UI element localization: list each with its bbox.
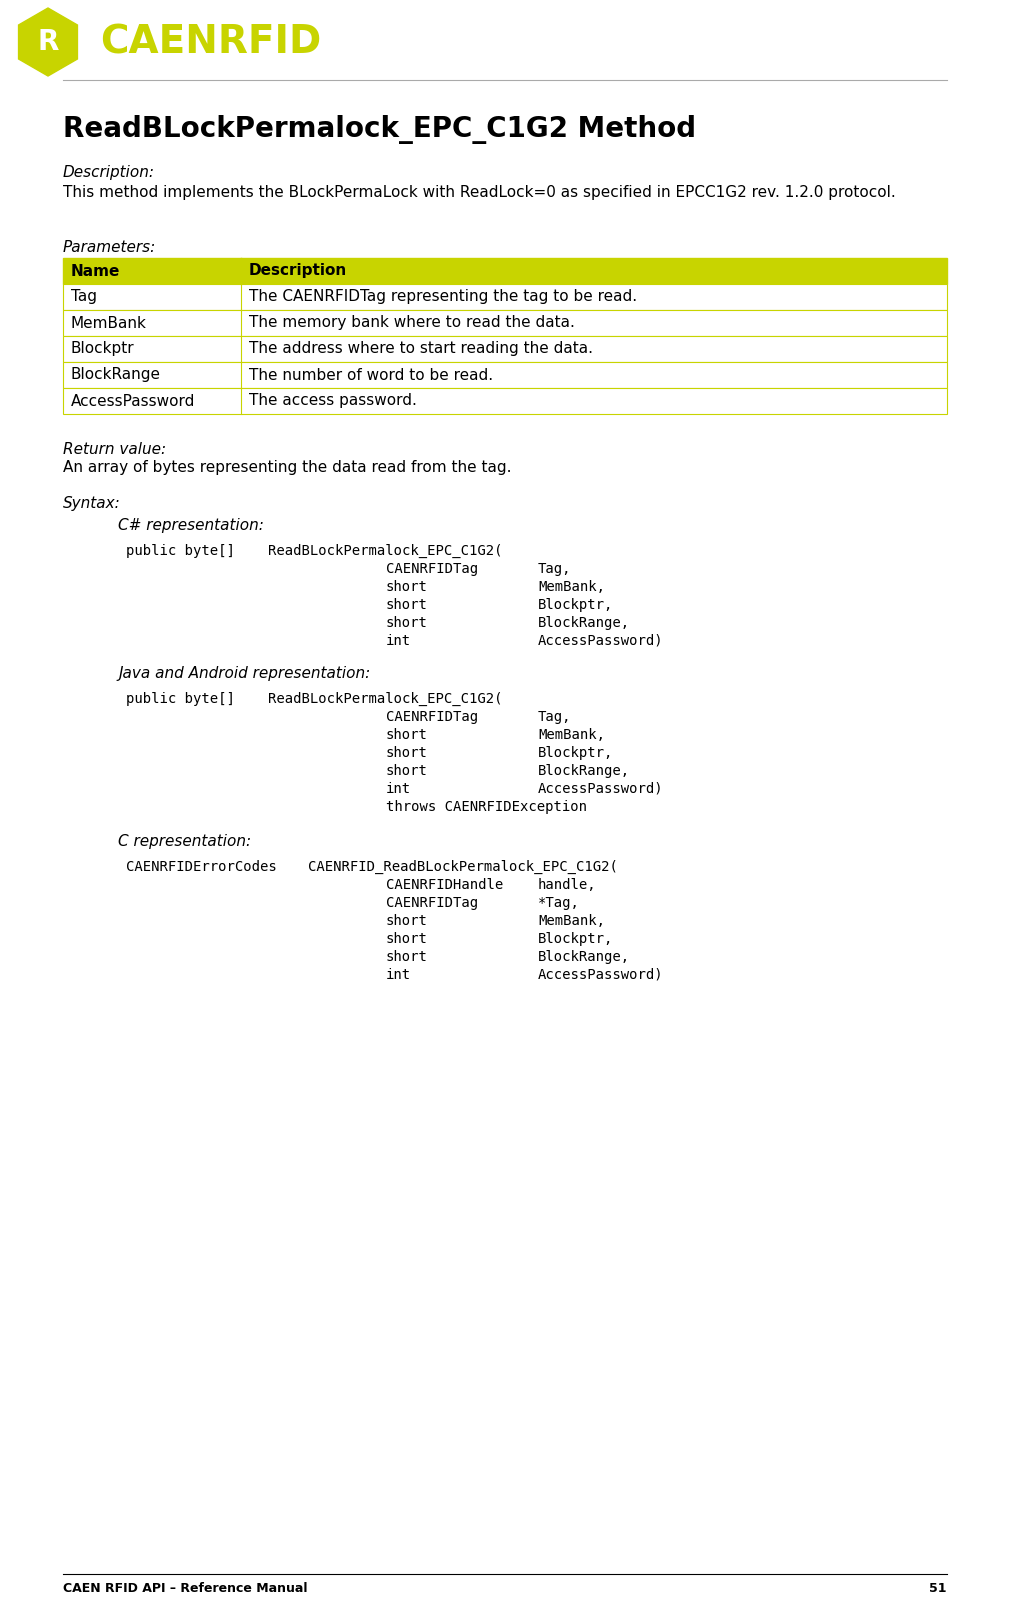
Text: Java and Android representation:: Java and Android representation: — [118, 666, 371, 681]
Text: short: short — [386, 580, 428, 594]
Text: int: int — [386, 782, 411, 796]
Text: The CAENRFIDTag representing the tag to be read.: The CAENRFIDTag representing the tag to … — [249, 290, 637, 304]
Text: CAENRFID_ReadBLockPermalock_EPC_C1G2(: CAENRFID_ReadBLockPermalock_EPC_C1G2( — [308, 860, 618, 875]
Bar — [63, 311, 947, 336]
Text: Blockptr: Blockptr — [71, 341, 134, 357]
Text: CAENRFIDTag: CAENRFIDTag — [386, 896, 478, 910]
Text: handle,: handle, — [538, 878, 597, 892]
Text: short: short — [386, 598, 428, 612]
Text: Blockptr,: Blockptr, — [538, 747, 613, 759]
Text: throws CAENRFIDException: throws CAENRFIDException — [386, 799, 587, 814]
Text: BlockRange,: BlockRange, — [538, 617, 630, 630]
Text: short: short — [386, 932, 428, 947]
Text: public byte[]: public byte[] — [126, 545, 235, 557]
Text: ReadBLockPermalock_EPC_C1G2 Method: ReadBLockPermalock_EPC_C1G2 Method — [63, 115, 696, 144]
Text: MemBank,: MemBank, — [538, 580, 605, 594]
Bar — [63, 362, 947, 388]
Text: Description:: Description: — [63, 165, 155, 179]
Text: Return value:: Return value: — [63, 442, 166, 457]
Text: BlockRange,: BlockRange, — [538, 950, 630, 964]
Text: int: int — [386, 968, 411, 982]
Text: AccessPassword: AccessPassword — [71, 394, 195, 409]
Text: The access password.: The access password. — [249, 394, 417, 409]
Text: BlockRange,: BlockRange, — [538, 764, 630, 779]
Text: int: int — [386, 634, 411, 647]
Text: BlockRange: BlockRange — [71, 367, 161, 383]
Bar — [63, 388, 947, 413]
Text: An array of bytes representing the data read from the tag.: An array of bytes representing the data … — [63, 460, 511, 476]
Text: ReadBLockPermalock_EPC_C1G2(: ReadBLockPermalock_EPC_C1G2( — [268, 692, 503, 706]
Text: short: short — [386, 727, 428, 742]
Text: 51: 51 — [929, 1583, 947, 1596]
Text: CAEN RFID API – Reference Manual: CAEN RFID API – Reference Manual — [63, 1583, 307, 1596]
Text: CAENRFIDErrorCodes: CAENRFIDErrorCodes — [126, 860, 277, 875]
Text: CAENRFIDHandle: CAENRFIDHandle — [386, 878, 503, 892]
Text: short: short — [386, 764, 428, 779]
Text: Description: Description — [249, 263, 347, 279]
Text: R: R — [37, 27, 59, 56]
Text: Tag: Tag — [71, 290, 97, 304]
Text: The memory bank where to read the data.: The memory bank where to read the data. — [249, 316, 575, 330]
Text: Tag,: Tag, — [538, 562, 572, 577]
Text: CAENRFIDTag: CAENRFIDTag — [386, 562, 478, 577]
Text: MemBank: MemBank — [71, 316, 146, 330]
Text: *Tag,: *Tag, — [538, 896, 580, 910]
Text: MemBank,: MemBank, — [538, 727, 605, 742]
Text: The address where to start reading the data.: The address where to start reading the d… — [249, 341, 593, 357]
Text: Name: Name — [71, 263, 120, 279]
Text: AccessPassword): AccessPassword) — [538, 968, 664, 982]
Text: short: short — [386, 747, 428, 759]
Text: Blockptr,: Blockptr, — [538, 932, 613, 947]
Text: Blockptr,: Blockptr, — [538, 598, 613, 612]
Text: short: short — [386, 617, 428, 630]
Text: This method implements the BLockPermaLock with ReadLock=0 as specified in EPCC1G: This method implements the BLockPermaLoc… — [63, 184, 896, 200]
Text: Parameters:: Parameters: — [63, 240, 157, 255]
Bar — [63, 284, 947, 311]
Text: Syntax:: Syntax: — [63, 497, 121, 511]
Text: Tag,: Tag, — [538, 710, 572, 724]
Polygon shape — [18, 8, 78, 75]
Text: AccessPassword): AccessPassword) — [538, 782, 664, 796]
Text: CAENRFIDTag: CAENRFIDTag — [386, 710, 478, 724]
Text: short: short — [386, 950, 428, 964]
Text: ReadBLockPermalock_EPC_C1G2(: ReadBLockPermalock_EPC_C1G2( — [268, 545, 503, 557]
Text: CAENRFID: CAENRFID — [100, 22, 321, 61]
Text: public byte[]: public byte[] — [126, 692, 235, 706]
Bar — [63, 258, 947, 284]
Bar — [63, 336, 947, 362]
Text: AccessPassword): AccessPassword) — [538, 634, 664, 647]
Text: short: short — [386, 915, 428, 928]
Text: C# representation:: C# representation: — [118, 517, 264, 533]
Text: MemBank,: MemBank, — [538, 915, 605, 928]
Text: C representation:: C representation: — [118, 835, 251, 849]
Text: The number of word to be read.: The number of word to be read. — [249, 367, 493, 383]
